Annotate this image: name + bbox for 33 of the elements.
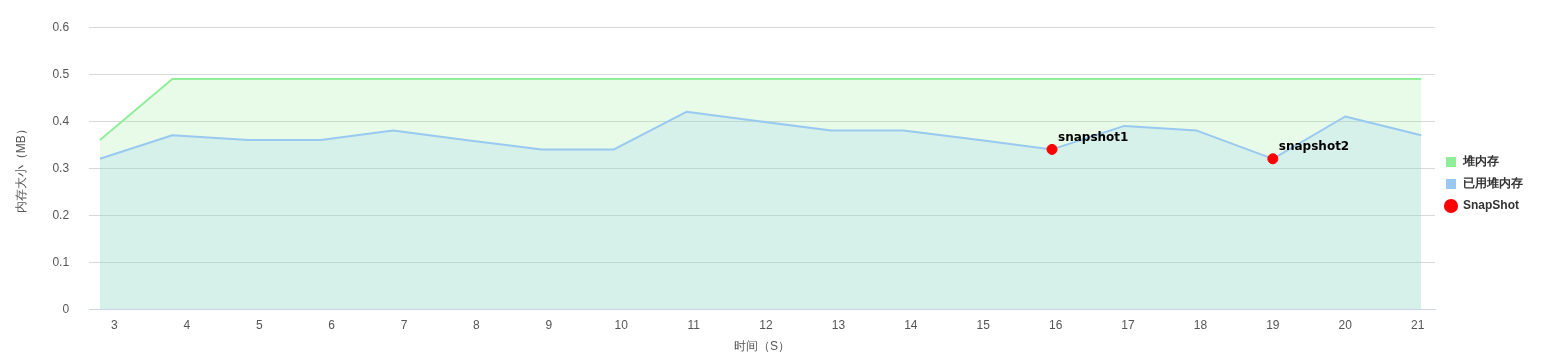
legend-label: 堆内存 (1462, 154, 1499, 169)
x-tick-label: 18 (1193, 317, 1208, 332)
x-tick-label: 14 (904, 317, 918, 332)
legend-label: SnapShot (1463, 198, 1519, 213)
y-axis-title: 内存大小（MB） (13, 123, 28, 214)
x-tick-label: 8 (473, 317, 481, 332)
x-tick-label: 20 (1338, 317, 1353, 332)
legend-label: 已用堆内存 (1463, 176, 1523, 191)
x-tick-label: 10 (614, 317, 629, 332)
annotation: snapshot2 (1278, 138, 1350, 153)
x-tick-label: 11 (687, 317, 701, 332)
x-tick-label: 13 (831, 317, 846, 332)
x-tick-label: 17 (1121, 317, 1136, 332)
x-tick-label: 7 (400, 317, 408, 332)
x-axis-title: 时间（S） (734, 339, 791, 354)
x-tick-label: 5 (255, 317, 263, 332)
y-tick-label: 0 (62, 301, 70, 316)
x-tick-label: 21 (1410, 317, 1425, 332)
x-tick-label: 6 (328, 317, 336, 332)
y-tick-label: 0.5 (52, 66, 70, 81)
x-tick-label: 19 (1266, 317, 1280, 332)
y-tick-label: 0.1 (52, 254, 70, 269)
x-tick-label: 16 (1048, 317, 1063, 332)
y-tick-label: 0.3 (52, 160, 70, 175)
annotation: snapshot1 (1058, 129, 1129, 144)
x-tick-label: 9 (545, 317, 553, 332)
x-tick-label: 3 (111, 317, 119, 332)
x-tick-label: 4 (183, 317, 191, 332)
x-tick-label: 15 (976, 317, 991, 332)
x-tick-label: 12 (759, 317, 774, 332)
y-tick-label: 0.2 (52, 207, 70, 222)
y-tick-label: 0.4 (52, 113, 70, 128)
y-tick-label: 0.6 (52, 19, 70, 34)
